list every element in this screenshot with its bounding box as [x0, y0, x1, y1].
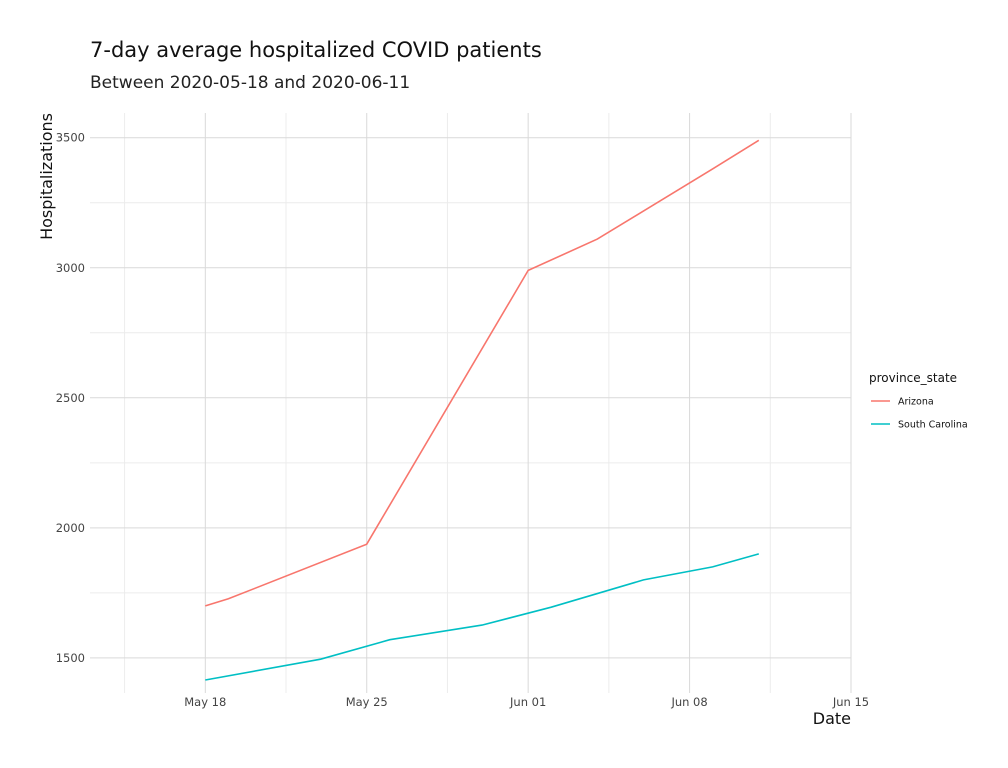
y-axis-title: Hospitalizations [37, 113, 56, 240]
y-tick-label: 3000 [56, 261, 85, 275]
x-tick-label: May 25 [346, 695, 388, 709]
series-line-arizona [205, 139, 760, 607]
x-tick-label: May 18 [184, 695, 226, 709]
series-line-south-carolina [205, 553, 760, 681]
x-axis-ticks: May 18 May 25 Jun 01 Jun 08 Jun 15 [184, 695, 869, 709]
y-tick-label: 2500 [56, 391, 85, 405]
legend-items: Arizona South Carolina [871, 397, 968, 431]
chart-title: 7-day average hospitalized COVID patient… [90, 38, 542, 62]
x-tick-label: Jun 01 [509, 695, 546, 709]
chart-subtitle: Between 2020-05-18 and 2020-06-11 [90, 73, 410, 93]
y-tick-label: 2000 [56, 521, 85, 535]
legend-title: province_state [869, 371, 957, 385]
legend-label-arizona: Arizona [898, 397, 934, 408]
x-tick-label: Jun 08 [670, 695, 707, 709]
series-layer [205, 139, 760, 681]
x-tick-label: Jun 15 [832, 695, 869, 709]
legend: province_state Arizona South Carolina [869, 371, 968, 431]
y-axis-ticks: 1500 2000 2500 3000 3500 [56, 131, 85, 665]
y-tick-label: 3500 [56, 131, 85, 145]
y-tick-label: 1500 [56, 651, 85, 665]
grid [90, 113, 852, 693]
legend-label-south-carolina: South Carolina [898, 420, 968, 431]
x-axis-title: Date [813, 709, 851, 728]
